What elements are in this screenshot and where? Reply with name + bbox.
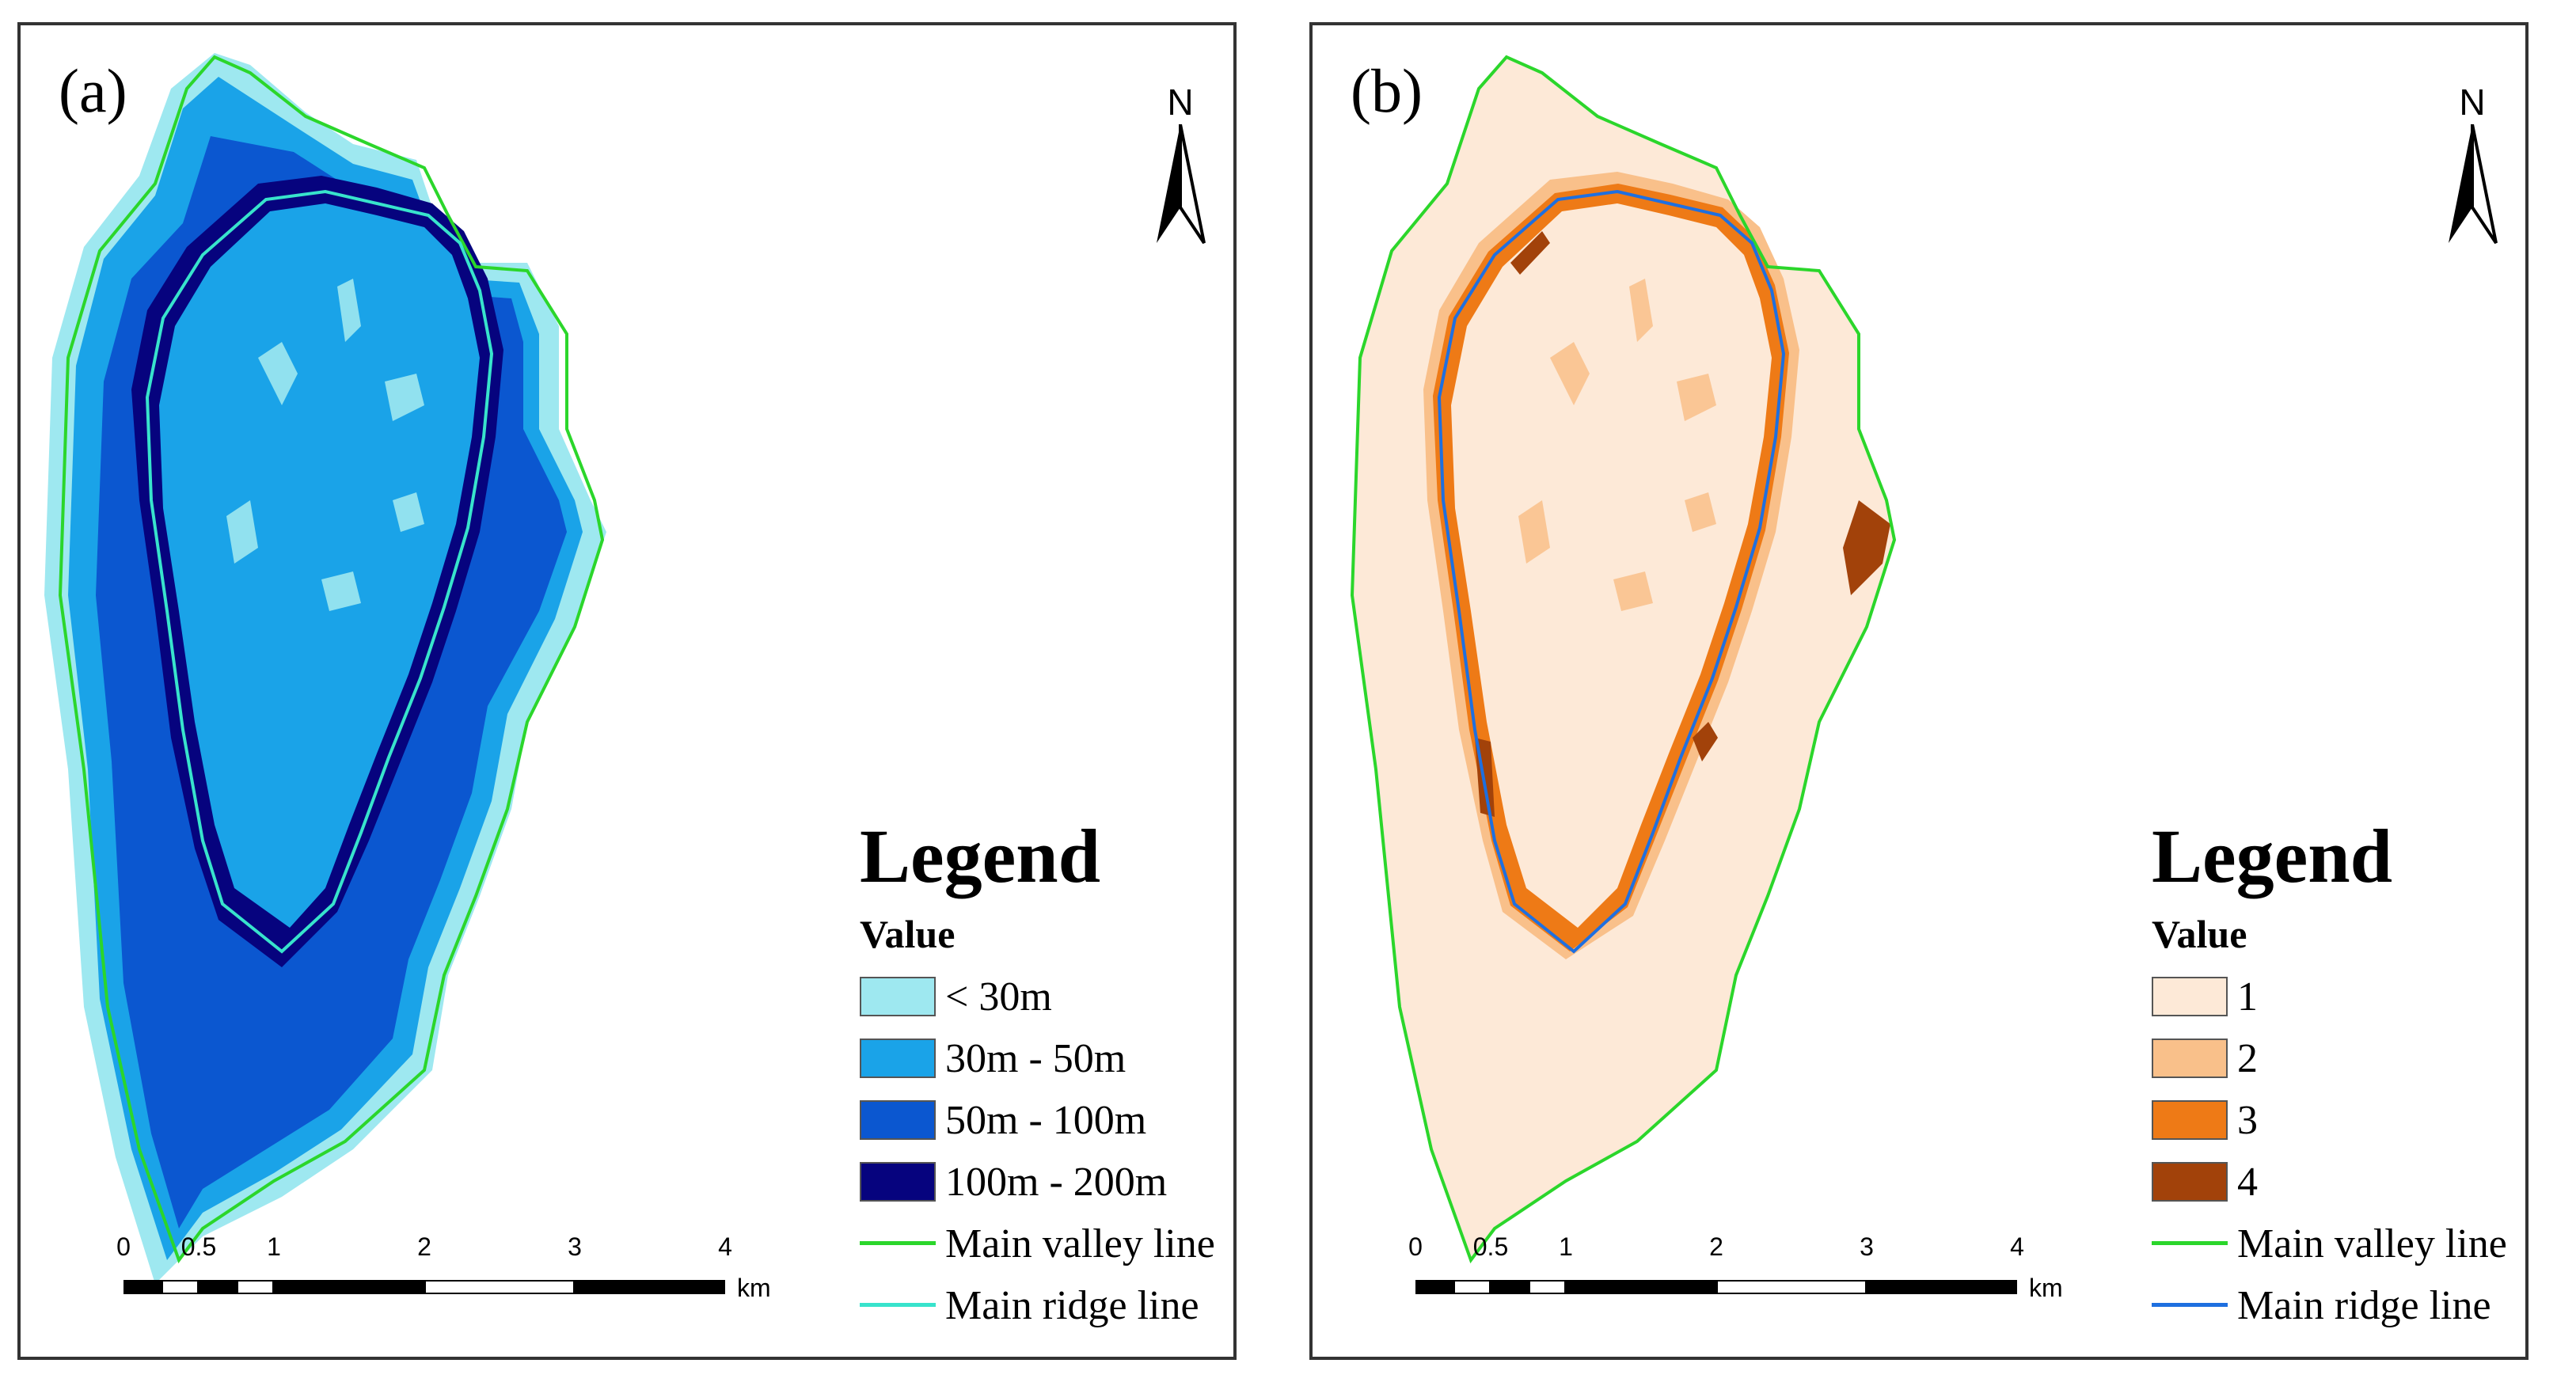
scale-unit: km <box>737 1274 771 1302</box>
legend-item: 3 <box>2152 1089 2524 1151</box>
scale-tick: 3 <box>1860 1232 1874 1261</box>
legend-title-a: Legend <box>860 814 1101 898</box>
scale-segment <box>1529 1280 1566 1294</box>
legend-swatch <box>2152 1039 2228 1078</box>
legend-item-label: 1 <box>2237 974 2258 1020</box>
legend-item: 1 <box>2152 966 2524 1027</box>
legend-swatch <box>2152 1162 2228 1202</box>
legend-item-label: Main ridge line <box>2237 1282 2491 1328</box>
scale-bar-b: 0 0.5 1 2 3 4 km <box>1408 1232 2144 1327</box>
scale-segment <box>1453 1280 1491 1294</box>
main-valley-line-b <box>1350 55 1897 1264</box>
legend-item: Main ridge line <box>860 1274 1232 1336</box>
legend-swatch <box>860 977 936 1016</box>
legend-swatch <box>860 1162 936 1202</box>
scale-unit: km <box>2029 1274 2063 1302</box>
scale-segment <box>274 1280 424 1294</box>
north-arrow-a: N <box>1153 81 1224 247</box>
legend-line-swatch <box>860 1224 936 1263</box>
legend-item-label: 50m - 100m <box>945 1097 1147 1143</box>
legend-item: Main ridge line <box>2152 1274 2524 1336</box>
main-valley-line-a <box>58 55 605 1264</box>
panel-label-a: (a) <box>59 56 127 125</box>
legend-subtitle-b: Value <box>2152 912 2247 956</box>
legend-item: Main valley line <box>2152 1213 2524 1274</box>
legend-item-label: Main valley line <box>2237 1221 2507 1266</box>
scale-tick: 2 <box>417 1232 431 1261</box>
scale-segment <box>424 1280 575 1294</box>
scale-tick: 4 <box>718 1232 732 1261</box>
legend-line-swatch <box>2152 1224 2228 1263</box>
scale-tick: 2 <box>1709 1232 1723 1261</box>
legend-item-label: < 30m <box>945 974 1052 1020</box>
panel-label-b: (b) <box>1351 56 1423 125</box>
north-arrow-icon <box>1157 124 1206 245</box>
legend-swatch <box>860 1039 936 1078</box>
scale-tick: 3 <box>568 1232 582 1261</box>
legend-title-b: Legend <box>2152 814 2393 898</box>
legend-item: 4 <box>2152 1151 2524 1213</box>
legend-item: Main valley line <box>860 1213 1232 1274</box>
scale-segment <box>123 1280 161 1294</box>
map-panel-b: (b) N Legend Value 1 2 3 4 Main valley l… <box>1309 22 2529 1360</box>
north-letter-b: N <box>2459 82 2486 123</box>
scale-segment <box>1566 1280 1716 1294</box>
legend-item: < 30m <box>860 966 1232 1027</box>
scale-bar-a: 0 0.5 1 2 3 4 km <box>116 1232 852 1327</box>
scale-tick: 0 <box>116 1232 131 1261</box>
scale-segment <box>1867 1280 2017 1294</box>
map-panel-a: (a) N Legend Value < 30m 30m - 50m 50m -… <box>17 22 1237 1360</box>
legend-item-label: Main ridge line <box>945 1282 1199 1328</box>
legend-item-label: 30m - 50m <box>945 1035 1127 1081</box>
legend-item-label: 3 <box>2237 1097 2258 1143</box>
legend-item: 50m - 100m <box>860 1089 1232 1151</box>
north-arrow-b: N <box>2445 81 2516 247</box>
scale-segment <box>1415 1280 1453 1294</box>
legend-a: Legend Value < 30m 30m - 50m 50m - 100m … <box>860 817 1232 1336</box>
legend-subtitle-a: Value <box>860 912 956 956</box>
north-letter-a: N <box>1167 82 1194 123</box>
main-ridge-line-b <box>1437 189 1786 954</box>
scale-tick: 0.5 <box>180 1232 217 1261</box>
main-ridge-line-a <box>145 189 494 954</box>
interior-pockets-b <box>1518 279 1716 611</box>
legend-item: 30m - 50m <box>860 1027 1232 1089</box>
legend-item-label: Main valley line <box>945 1221 1215 1266</box>
legend-item-label: 4 <box>2237 1159 2258 1205</box>
legend-item: 100m - 200m <box>860 1151 1232 1213</box>
distance-map-a <box>44 53 606 1284</box>
legend-item-label: 2 <box>2237 1035 2258 1081</box>
legend-swatch <box>2152 1100 2228 1140</box>
grade-map-b <box>1350 55 1897 1264</box>
legend-item-label: 100m - 200m <box>945 1159 1168 1205</box>
legend-swatch <box>2152 977 2228 1016</box>
scale-tick: 1 <box>1559 1232 1573 1261</box>
scale-segment <box>199 1280 237 1294</box>
legend-b: Legend Value 1 2 3 4 Main valley line Ma… <box>2152 817 2524 1336</box>
legend-line-swatch <box>2152 1285 2228 1325</box>
scale-segment <box>161 1280 199 1294</box>
scale-segment <box>1491 1280 1529 1294</box>
legend-line-swatch <box>860 1285 936 1325</box>
scale-tick: 1 <box>267 1232 281 1261</box>
legend-swatch <box>860 1100 936 1140</box>
interior-pockets-a <box>226 279 424 611</box>
scale-segment <box>575 1280 725 1294</box>
scale-segment <box>1716 1280 1867 1294</box>
scale-segment <box>237 1280 274 1294</box>
scale-tick: 0 <box>1408 1232 1423 1261</box>
north-arrow-icon <box>2449 124 2498 245</box>
scale-tick: 0.5 <box>1472 1232 1509 1261</box>
legend-item: 2 <box>2152 1027 2524 1089</box>
scale-tick: 4 <box>2010 1232 2024 1261</box>
